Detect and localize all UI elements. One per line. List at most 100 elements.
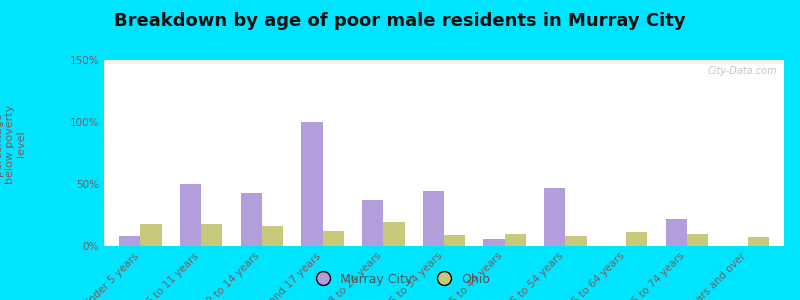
Bar bbox=[104, 61, 784, 63]
Bar bbox=[566, 236, 586, 246]
Bar bbox=[104, 61, 784, 63]
Bar bbox=[104, 61, 784, 63]
Bar bbox=[104, 61, 784, 63]
Bar bbox=[104, 61, 784, 63]
Bar bbox=[104, 60, 784, 62]
Bar bbox=[747, 237, 769, 246]
Bar bbox=[141, 224, 162, 246]
Bar bbox=[104, 61, 784, 62]
Bar bbox=[302, 122, 322, 246]
Bar bbox=[104, 61, 784, 63]
Bar bbox=[322, 231, 344, 246]
Bar bbox=[104, 61, 784, 63]
Bar bbox=[104, 61, 784, 63]
Bar bbox=[104, 61, 784, 63]
Bar bbox=[104, 61, 784, 62]
Bar bbox=[104, 62, 784, 64]
Bar bbox=[104, 61, 784, 63]
Bar bbox=[104, 61, 784, 62]
Bar bbox=[104, 61, 784, 63]
Bar bbox=[104, 60, 784, 62]
Bar bbox=[104, 61, 784, 62]
Bar bbox=[104, 62, 784, 64]
Bar bbox=[104, 61, 784, 63]
Bar bbox=[104, 61, 784, 63]
Bar bbox=[262, 226, 283, 246]
Bar bbox=[104, 62, 784, 64]
Bar bbox=[104, 61, 784, 63]
Bar bbox=[104, 61, 784, 63]
Bar bbox=[104, 62, 784, 64]
Bar bbox=[444, 235, 466, 246]
Bar bbox=[104, 62, 784, 64]
Bar bbox=[104, 61, 784, 63]
Bar bbox=[383, 222, 405, 246]
Bar bbox=[483, 238, 505, 246]
Bar bbox=[104, 62, 784, 64]
Bar bbox=[104, 61, 784, 63]
Bar bbox=[422, 191, 444, 246]
Bar bbox=[104, 61, 784, 64]
Bar bbox=[104, 60, 784, 62]
Bar bbox=[104, 62, 784, 64]
Bar bbox=[104, 61, 784, 62]
Bar bbox=[104, 62, 784, 64]
Bar bbox=[104, 60, 784, 62]
Bar bbox=[104, 61, 784, 62]
Bar bbox=[104, 61, 784, 63]
Bar bbox=[104, 61, 784, 63]
Bar bbox=[104, 60, 784, 62]
Bar bbox=[104, 61, 784, 62]
Bar bbox=[104, 61, 784, 63]
Bar bbox=[104, 60, 784, 62]
Bar bbox=[626, 232, 647, 246]
Bar bbox=[104, 60, 784, 62]
Text: percentage
below poverty
level: percentage below poverty level bbox=[0, 104, 26, 184]
Bar bbox=[104, 61, 784, 63]
Text: Breakdown by age of poor male residents in Murray City: Breakdown by age of poor male residents … bbox=[114, 12, 686, 30]
Bar bbox=[104, 61, 784, 63]
Bar bbox=[104, 62, 784, 64]
Bar bbox=[104, 61, 784, 62]
Bar bbox=[104, 61, 784, 63]
Bar bbox=[104, 60, 784, 62]
Bar bbox=[104, 61, 784, 63]
Bar bbox=[104, 60, 784, 62]
Bar bbox=[666, 219, 687, 246]
Bar bbox=[544, 188, 566, 246]
Bar bbox=[104, 61, 784, 63]
Bar bbox=[104, 61, 784, 64]
Bar bbox=[104, 60, 784, 62]
Bar bbox=[687, 234, 708, 246]
Bar bbox=[104, 61, 784, 63]
Bar bbox=[180, 184, 201, 246]
Bar bbox=[104, 60, 784, 62]
Bar bbox=[104, 61, 784, 63]
Bar bbox=[104, 61, 784, 63]
Bar bbox=[104, 61, 784, 63]
Bar bbox=[104, 62, 784, 64]
Bar bbox=[119, 236, 141, 246]
Bar bbox=[104, 61, 784, 62]
Bar bbox=[104, 61, 784, 62]
Bar bbox=[104, 60, 784, 62]
Bar bbox=[104, 61, 784, 63]
Bar bbox=[505, 234, 526, 246]
Bar bbox=[104, 60, 784, 62]
Bar bbox=[104, 60, 784, 62]
Bar bbox=[104, 61, 784, 63]
Bar bbox=[104, 61, 784, 63]
Bar bbox=[104, 61, 784, 63]
Bar bbox=[104, 61, 784, 63]
Bar bbox=[241, 193, 262, 246]
Bar bbox=[104, 61, 784, 62]
Bar bbox=[104, 61, 784, 63]
Bar bbox=[104, 61, 784, 63]
Bar bbox=[104, 60, 784, 62]
Bar bbox=[104, 60, 784, 62]
Bar bbox=[104, 61, 784, 62]
Bar bbox=[104, 60, 784, 62]
Bar bbox=[104, 60, 784, 62]
Legend: Murray City, Ohio: Murray City, Ohio bbox=[305, 268, 495, 291]
Bar bbox=[104, 60, 784, 62]
